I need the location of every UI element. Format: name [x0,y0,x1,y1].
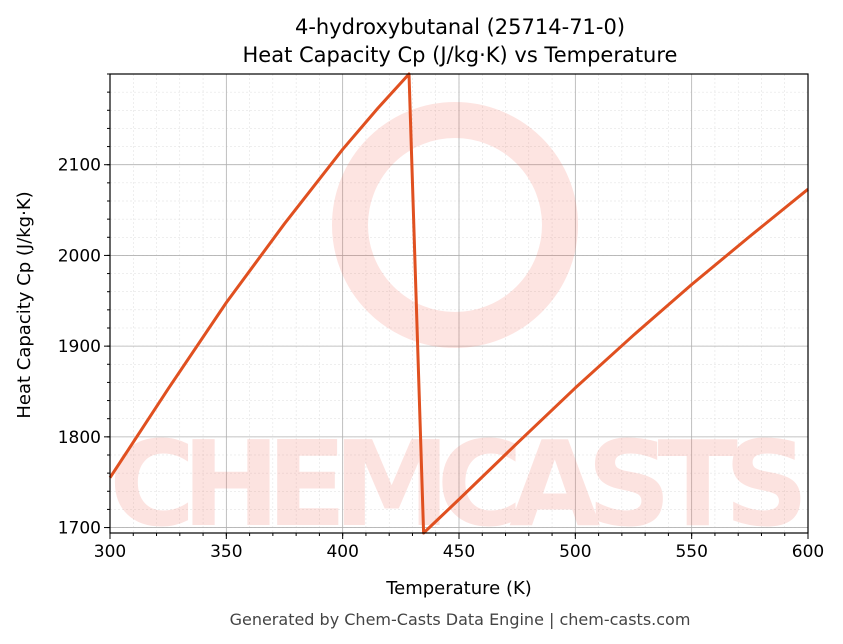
footer-text: Generated by Chem-Casts Data Engine | ch… [230,610,691,629]
watermark: CHEMCASTS [109,102,809,553]
y-axis-label: Heat Capacity Cp (J/kg·K) [14,191,35,418]
y-tick-label: 1800 [58,428,101,448]
axis-ticks: 300 350 400 450 500 550 600 1700 1800 1900 2000 210… [58,73,824,562]
x-tick-label: 300 [94,542,126,562]
y-tick-label: 1700 [58,519,101,539]
y-tick-label: 2100 [58,156,101,176]
chart-title-line2: Heat Capacity Cp (J/kg·K) vs Temperature [243,43,678,67]
x-tick-label: 500 [559,542,591,562]
x-axis-label: Temperature (K) [385,578,532,599]
x-tick-label: 550 [675,542,707,562]
watermark-text: CHEMCASTS [109,415,809,553]
y-tick-label: 1900 [58,337,101,357]
x-tick-label: 350 [210,542,242,562]
y-tick-label: 2000 [58,246,101,266]
plot-frame [109,73,809,534]
x-tick-label: 450 [443,542,475,562]
x-tick-label: 600 [792,542,824,562]
chart-title-line1: 4-hydroxybutanal (25714-71-0) [295,15,625,39]
x-tick-label: 400 [326,542,358,562]
